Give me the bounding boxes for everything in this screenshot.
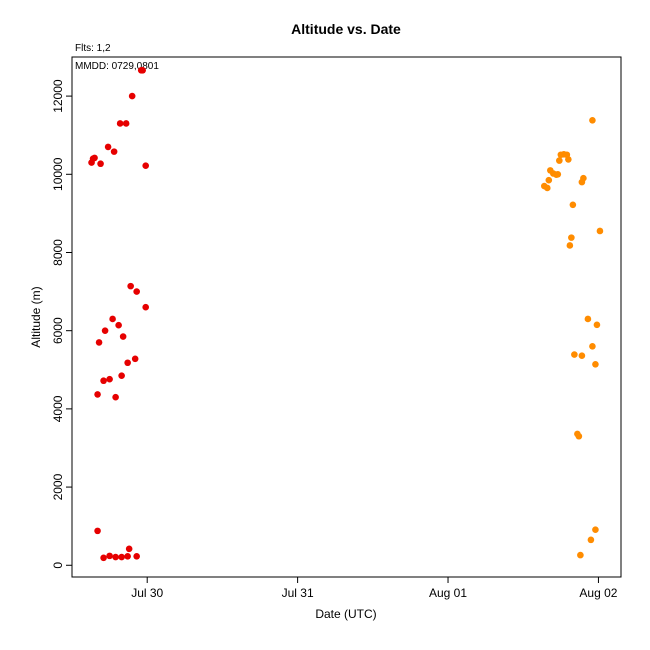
data-point xyxy=(97,160,104,168)
x-tick-label: Aug 01 xyxy=(429,586,467,600)
data-point xyxy=(112,393,119,401)
data-point xyxy=(122,120,130,127)
y-tick-label: 2000 xyxy=(51,473,65,500)
data-point xyxy=(578,352,586,360)
data-point xyxy=(139,66,146,74)
data-point xyxy=(596,227,604,235)
data-point xyxy=(125,545,133,553)
data-point xyxy=(101,327,109,334)
data-points xyxy=(88,66,604,562)
data-point xyxy=(118,553,125,561)
data-point xyxy=(100,377,107,385)
data-point xyxy=(124,359,131,367)
y-tick-label: 12000 xyxy=(51,79,65,113)
data-point xyxy=(127,282,134,290)
x-tick-label: Jul 30 xyxy=(131,586,163,600)
y-tick-label: 6000 xyxy=(51,317,65,344)
y-tick-label: 4000 xyxy=(51,395,65,422)
data-point xyxy=(584,315,592,323)
x-tick-label: Jul 31 xyxy=(282,586,314,600)
data-point xyxy=(554,170,562,178)
x-tick-label: Aug 02 xyxy=(579,586,617,600)
data-point xyxy=(104,143,112,151)
data-point xyxy=(593,321,601,329)
data-point xyxy=(133,288,140,295)
y-tick-label: 8000 xyxy=(51,239,65,266)
chart-annotation: MMDD: 0729,0801 xyxy=(75,61,159,72)
y-axis-label: Altitude (m) xyxy=(29,286,43,347)
data-point xyxy=(589,343,596,350)
data-point xyxy=(142,162,150,169)
data-point xyxy=(577,551,584,559)
data-point xyxy=(110,148,118,155)
data-point xyxy=(124,552,131,560)
data-point xyxy=(587,536,595,544)
chart-subtitle: Flts: 1,2 xyxy=(75,43,111,54)
data-point xyxy=(112,553,119,561)
data-point xyxy=(589,117,596,124)
x-axis: Jul 30 Jul 31 Aug 01 Aug 02 xyxy=(131,577,618,600)
data-point xyxy=(575,432,583,440)
data-point xyxy=(106,375,113,383)
data-point xyxy=(118,372,125,379)
data-point xyxy=(119,333,127,340)
data-point xyxy=(571,351,578,358)
chart-title: Altitude vs. Date xyxy=(291,21,401,37)
data-point xyxy=(592,526,599,533)
data-point xyxy=(133,552,140,560)
data-point xyxy=(94,391,101,398)
x-axis-label: Date (UTC) xyxy=(315,607,376,621)
data-point xyxy=(116,120,124,127)
data-point xyxy=(580,174,587,182)
data-point xyxy=(543,184,551,192)
y-tick-label: 10000 xyxy=(51,157,65,191)
data-point xyxy=(89,155,97,162)
plot-frame xyxy=(71,56,622,578)
data-point xyxy=(115,321,122,329)
data-point xyxy=(94,527,101,535)
data-point xyxy=(142,303,150,311)
data-point xyxy=(106,552,113,560)
data-point xyxy=(131,355,139,363)
data-point xyxy=(569,201,577,209)
data-point xyxy=(556,157,563,164)
y-tick-label: 0 xyxy=(51,562,65,569)
data-point xyxy=(545,176,553,184)
data-point xyxy=(568,234,575,241)
data-point xyxy=(100,554,107,562)
data-point xyxy=(566,242,574,249)
data-point xyxy=(128,92,136,100)
y-axis: 0 2000 4000 6000 8000 10000 12000 xyxy=(51,79,72,569)
data-point xyxy=(109,315,116,323)
data-point xyxy=(95,339,103,346)
data-point xyxy=(592,361,599,368)
data-point xyxy=(565,156,572,163)
